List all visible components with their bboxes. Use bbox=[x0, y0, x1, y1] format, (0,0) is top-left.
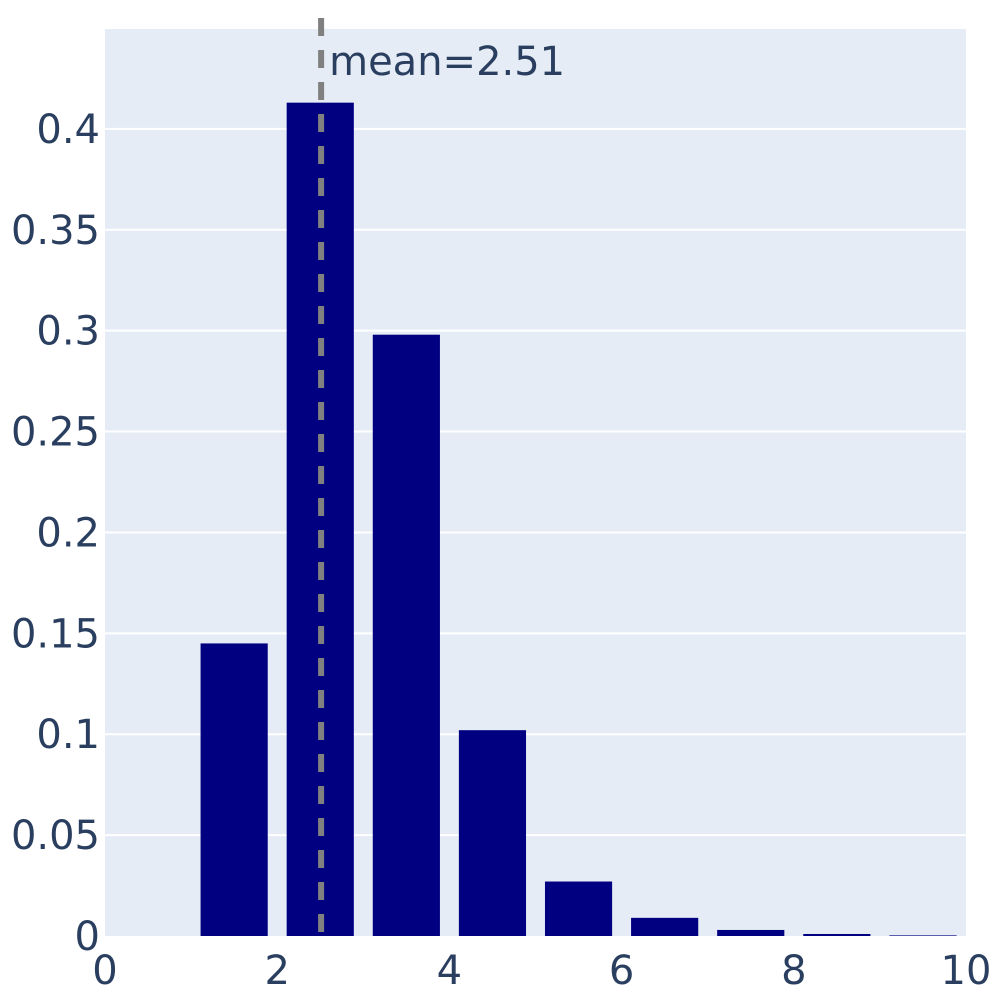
bars bbox=[200, 102, 957, 936]
y-tick-label: 0.3 bbox=[36, 309, 100, 355]
y-tick-label: 0.15 bbox=[11, 611, 100, 657]
bar bbox=[372, 334, 440, 936]
bar bbox=[631, 917, 699, 936]
bar bbox=[544, 881, 613, 936]
y-tick-label: 0.4 bbox=[36, 107, 100, 153]
bar bbox=[889, 935, 957, 936]
y-tick-label: 0.2 bbox=[36, 510, 100, 556]
x-tick-label: 2 bbox=[264, 948, 289, 994]
y-tick-label: 0 bbox=[75, 914, 100, 960]
x-tick-label: 0 bbox=[92, 948, 117, 994]
y-axis-ticks: 0 0.05 0.1 0.15 0.2 0.25 0.3 0.35 0.4 bbox=[11, 107, 100, 960]
mean-annotation: mean=2.51 bbox=[329, 39, 565, 85]
y-tick-label: 0.05 bbox=[11, 813, 100, 859]
x-tick-label: 10 bbox=[941, 948, 992, 994]
bar bbox=[458, 730, 527, 936]
y-tick-label: 0.35 bbox=[11, 208, 100, 254]
x-tick-label: 8 bbox=[781, 948, 806, 994]
bar bbox=[803, 933, 871, 936]
x-axis-ticks: 0 2 4 6 8 10 bbox=[92, 948, 991, 994]
bar bbox=[200, 643, 268, 936]
x-tick-label: 6 bbox=[609, 948, 634, 994]
y-tick-label: 0.1 bbox=[36, 712, 100, 758]
bar bbox=[717, 929, 785, 936]
x-tick-label: 4 bbox=[437, 948, 462, 994]
y-tick-label: 0.25 bbox=[11, 410, 100, 456]
